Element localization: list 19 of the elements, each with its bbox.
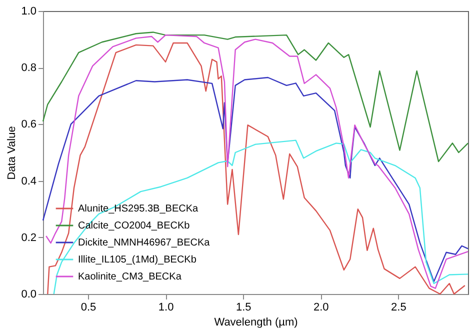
y-tick-label: 0.6 <box>21 118 36 131</box>
x-tick-label: 0.5 <box>80 302 96 314</box>
legend-label: Illite_IL105_(1Md)_BECKb <box>78 254 197 266</box>
y-tick-label: 0.4 <box>21 175 36 188</box>
x-axis-title: Wavelength (µm) <box>214 316 298 328</box>
x-tick-label: 2.0 <box>314 302 329 314</box>
line-series <box>42 32 469 162</box>
x-tick-label: 1.0 <box>158 302 174 314</box>
line-series <box>42 76 469 282</box>
y-tick-label: 0.8 <box>21 62 36 74</box>
x-tick-label: 2.5 <box>391 302 406 314</box>
y-tick-label: 1.0 <box>21 6 36 18</box>
legend-label: Kaolinite_CM3_BECKa <box>78 272 182 282</box>
y-tick-label: 0.2 <box>21 232 36 244</box>
y-tick-label: 0.0 <box>21 288 36 300</box>
legend-label: Dickite_NMNH46967_BECKa <box>78 238 210 248</box>
line-series <box>53 140 469 295</box>
x-tick-label: 1.5 <box>236 302 252 314</box>
y-axis-title: Data Value <box>6 126 18 180</box>
